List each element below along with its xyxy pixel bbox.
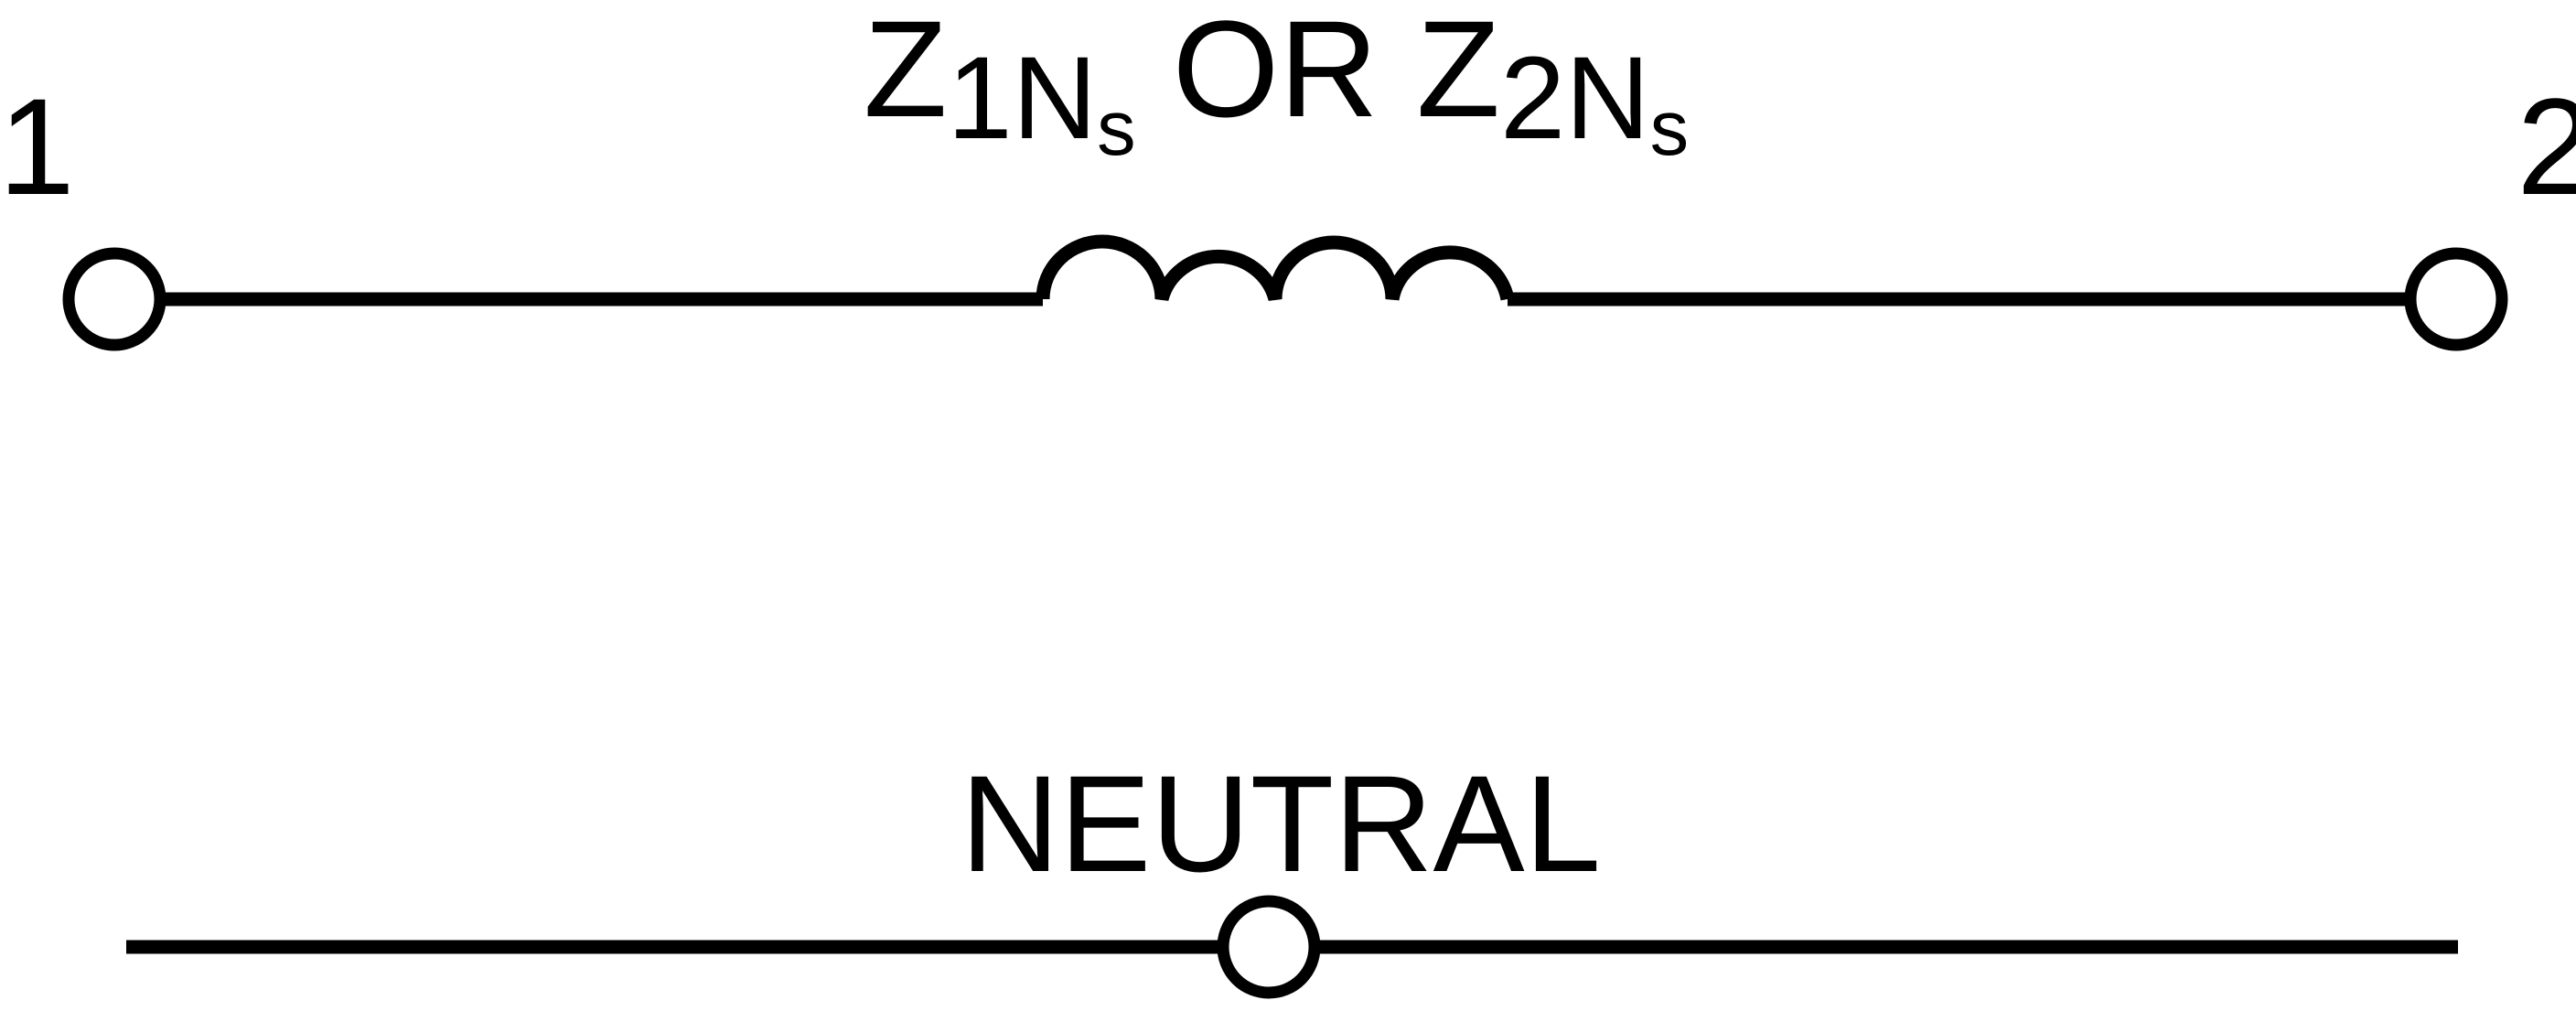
impedance-z2-subsub: N <box>1565 33 1649 164</box>
impedance-label: Z1Ns OR Z2Ns <box>864 0 1689 172</box>
terminal-2-label: 2 <box>2517 70 2576 223</box>
impedance-z2-subsubsub: s <box>1650 85 1690 172</box>
impedance-z2-sub: 2 <box>1500 33 1565 164</box>
inductor-coil <box>1036 234 1515 302</box>
neutral-label: NEUTRAL <box>961 747 1601 900</box>
impedance-or: OR <box>1173 0 1379 145</box>
terminal-2-node <box>2404 247 2508 351</box>
impedance-z2: Z <box>1416 0 1500 145</box>
impedance-z1-subsub: N <box>1013 33 1097 164</box>
impedance-z1-sub: 1 <box>948 33 1013 164</box>
neutral-node <box>1217 895 1321 999</box>
impedance-z1-subsubsub: s <box>1097 85 1136 172</box>
terminal-1-label: 1 <box>0 70 75 223</box>
impedance-z1: Z <box>864 0 948 145</box>
terminal-1-node <box>62 247 166 351</box>
